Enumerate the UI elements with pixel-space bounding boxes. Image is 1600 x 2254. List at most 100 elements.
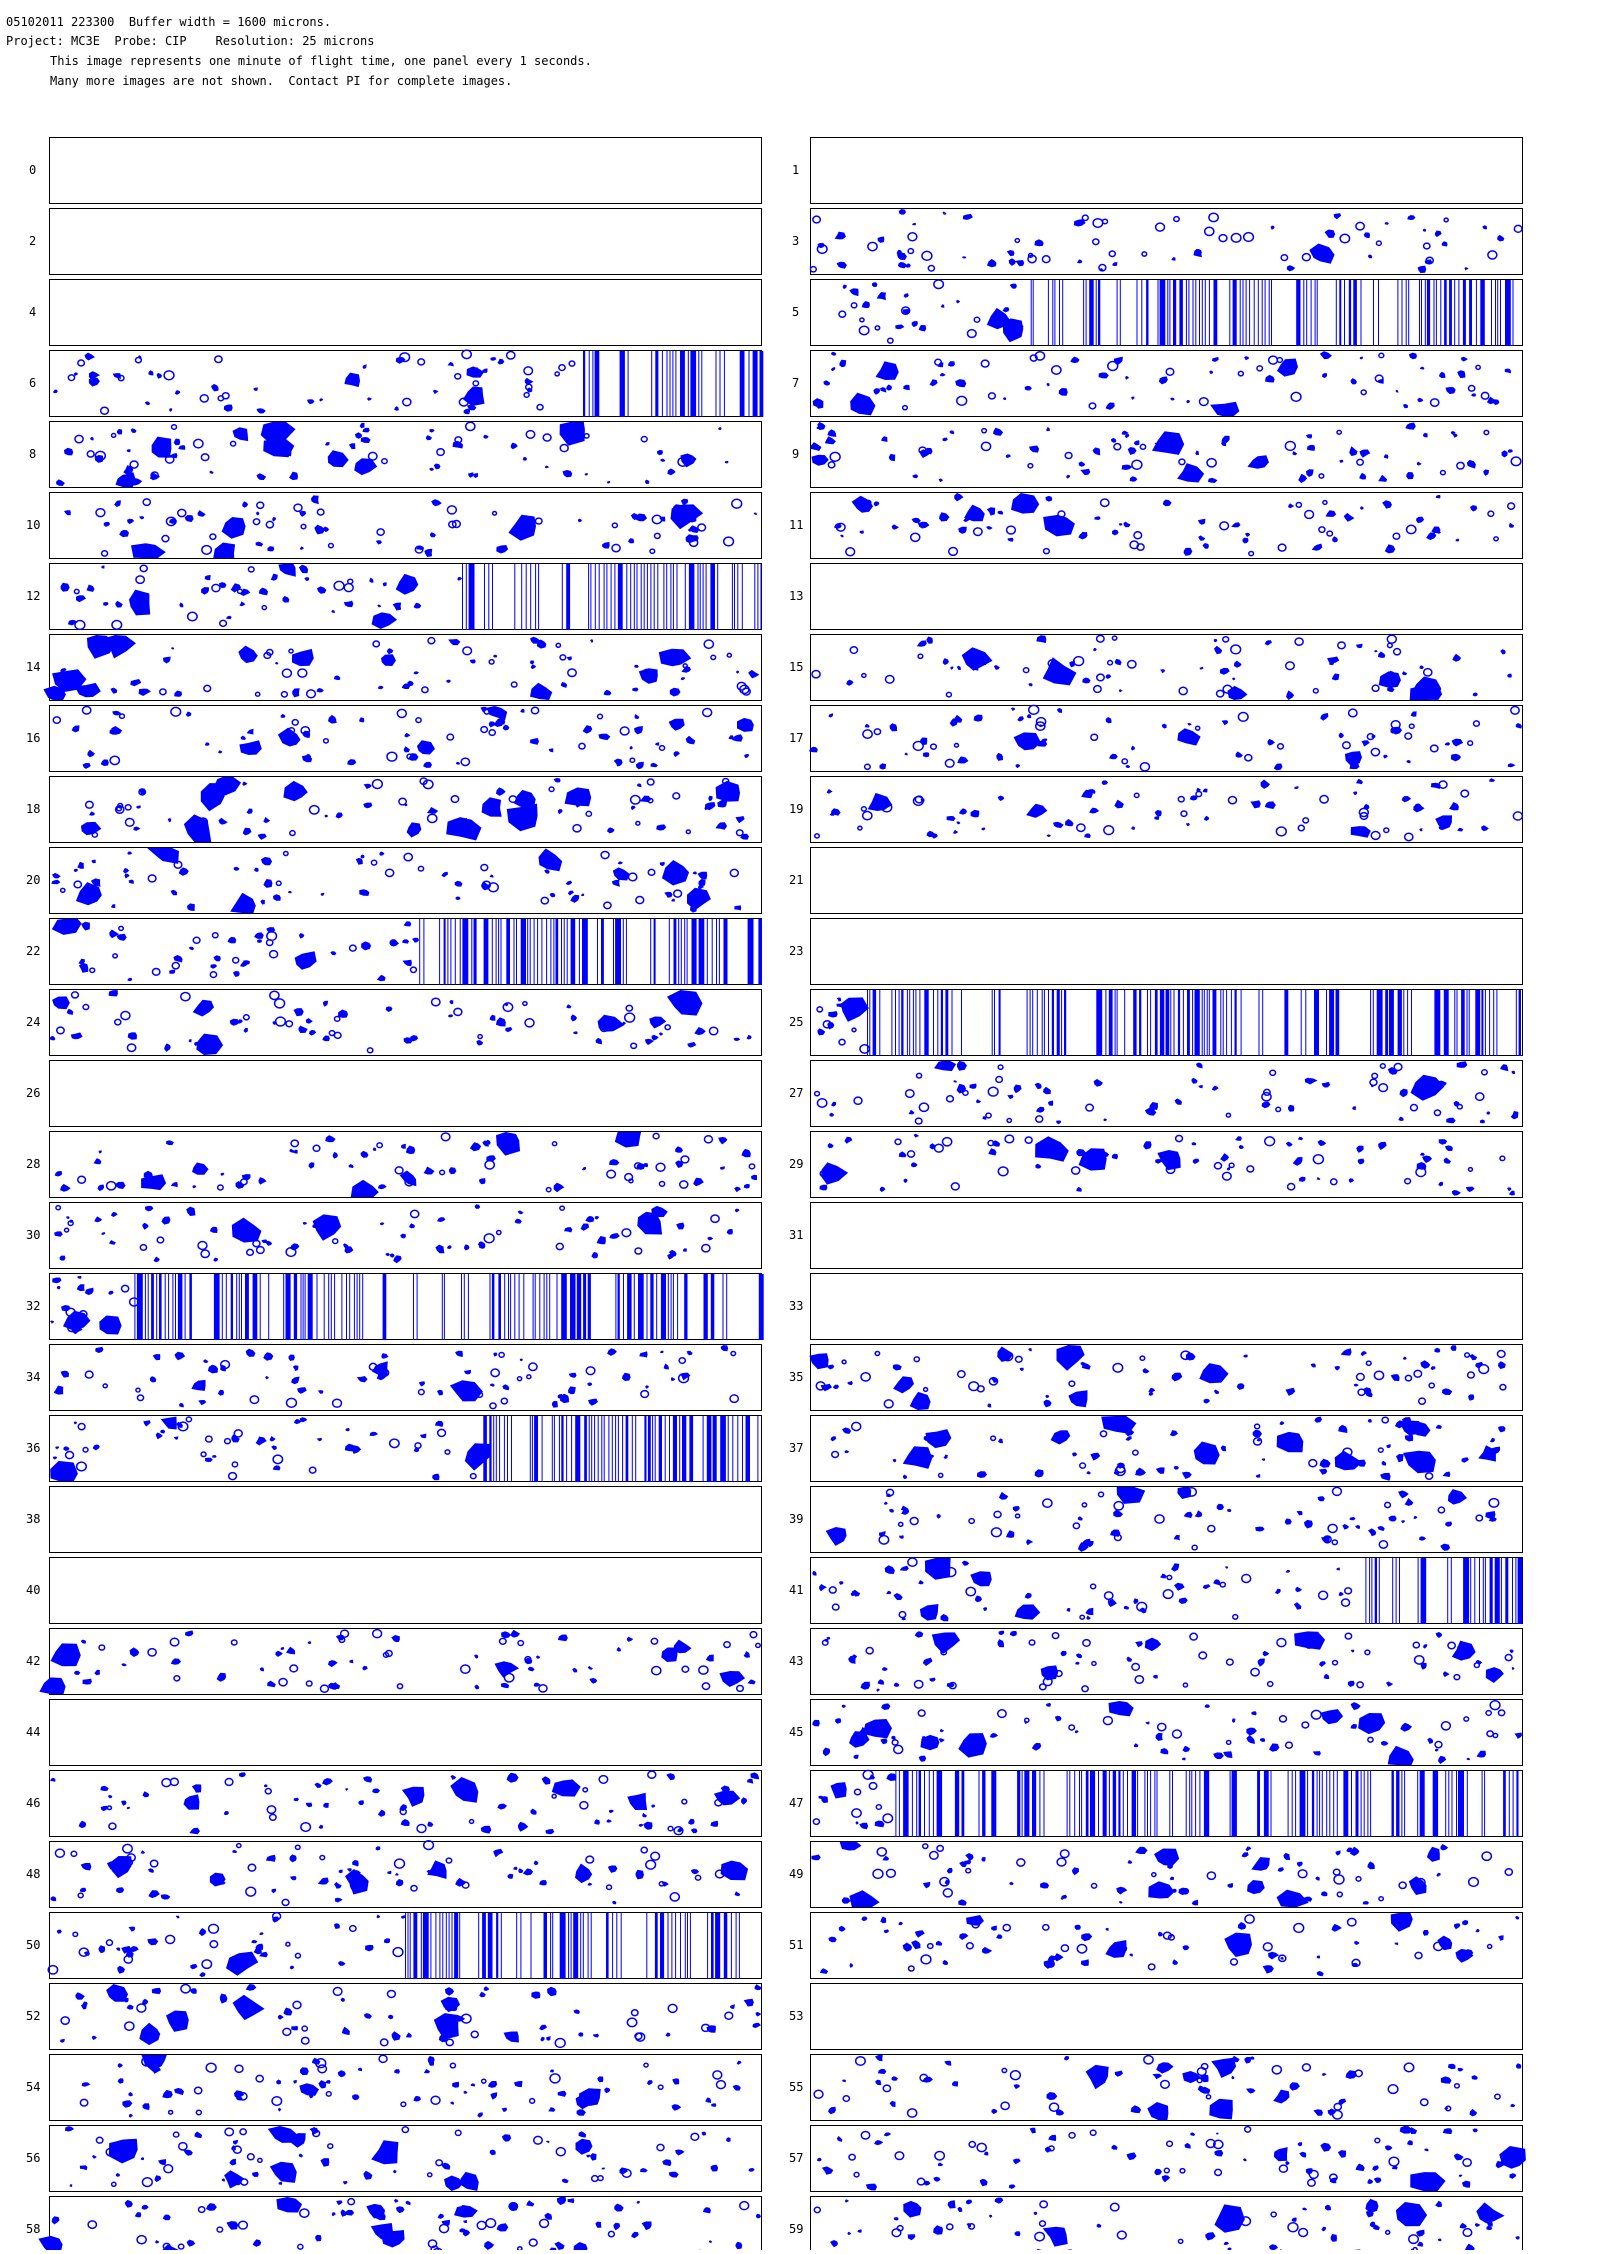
particle-rings <box>819 1134 1506 1191</box>
particle-rings <box>821 1632 1513 1693</box>
particle-rings <box>67 349 576 415</box>
streak-artefact <box>583 351 764 417</box>
panel-frame <box>49 208 762 275</box>
particle-rings <box>52 705 713 767</box>
particle-rings <box>828 1557 1353 1620</box>
panel-label: 48 <box>26 1867 40 1881</box>
panel-frame <box>810 1983 1523 2050</box>
panel-label: 10 <box>26 518 40 532</box>
panel-frame <box>49 2125 762 2192</box>
streak-artefact <box>1365 1558 1523 1624</box>
panel-label: 11 <box>789 518 803 532</box>
particle-images <box>50 1772 760 1835</box>
particle-images <box>829 1061 1519 1125</box>
particle-rings <box>878 1486 1500 1551</box>
panel-label: 22 <box>26 944 40 958</box>
particle-images <box>38 2197 761 2254</box>
panel-label: 39 <box>789 1512 803 1526</box>
panel-label: 46 <box>26 1796 40 1810</box>
particle-images <box>819 1913 1520 1977</box>
panel-label: 28 <box>26 1157 40 1171</box>
panel-label: 4 <box>29 305 36 319</box>
panel-frame <box>49 1628 762 1695</box>
particle-rings <box>827 427 1522 479</box>
panel-label: 24 <box>26 1015 40 1029</box>
particle-rings <box>813 2200 1473 2254</box>
particle-rings <box>89 925 418 979</box>
particle-rings <box>79 2054 727 2116</box>
particle-rings <box>84 1350 740 1410</box>
header-line: This image represents one minute of flig… <box>50 54 592 68</box>
panel-frame <box>49 1060 762 1127</box>
panel-label: 17 <box>789 731 803 745</box>
particle-rings <box>47 1911 404 1975</box>
particle-images <box>812 1558 1344 1622</box>
panel-label: 35 <box>789 1370 803 1384</box>
panel-label: 31 <box>789 1228 803 1242</box>
panel-frame <box>810 634 1523 701</box>
panel-label: 15 <box>789 660 803 674</box>
panel-label: 5 <box>792 305 799 319</box>
particle-images <box>39 1629 756 1694</box>
panel-label: 56 <box>26 2151 40 2165</box>
panel-label: 53 <box>789 2009 803 2023</box>
panel-label: 21 <box>789 873 803 887</box>
particle-rings <box>838 279 981 344</box>
panel-label: 51 <box>789 1938 803 1952</box>
panel-label: 44 <box>26 1725 40 1739</box>
particle-images <box>819 1133 1515 1196</box>
particle-rings <box>862 704 1520 772</box>
panel-frame <box>810 137 1523 204</box>
panel-label: 50 <box>26 1938 40 1952</box>
panel-label: 3 <box>792 234 799 248</box>
panel-frame <box>810 208 1523 275</box>
particle-images <box>817 209 1505 274</box>
panel-frame <box>49 1486 762 1553</box>
panel-frame <box>49 137 762 204</box>
panel-label: 43 <box>789 1654 803 1668</box>
panel-label: 55 <box>789 2080 803 2094</box>
particle-images <box>56 1914 407 1978</box>
panel-frame <box>810 1770 1523 1837</box>
panel-label: 40 <box>26 1583 40 1597</box>
particle-rings <box>815 1349 1507 1409</box>
panel-frame <box>49 2054 762 2121</box>
particle-rings <box>95 498 743 557</box>
panel-label: 2 <box>29 234 36 248</box>
panel-frame <box>49 847 762 914</box>
panel-label: 27 <box>789 1086 803 1100</box>
panel-label: 12 <box>26 589 40 603</box>
particle-images <box>816 2126 1526 2191</box>
header-line: 05102011 223300 Buffer width = 1600 micr… <box>6 15 331 29</box>
panel-frame <box>810 847 1523 914</box>
panel-label: 32 <box>26 1299 40 1313</box>
particle-rings <box>106 1770 723 1836</box>
particle-rings <box>59 850 740 910</box>
particle-rings <box>74 421 689 480</box>
header-line: Many more images are not shown. Contact … <box>50 74 512 88</box>
particle-images <box>43 635 760 700</box>
particle-rings <box>901 350 1490 411</box>
panel-label: 30 <box>26 1228 40 1242</box>
particle-rings <box>891 1700 1506 1755</box>
streak-artefact <box>462 564 762 630</box>
particle-rings <box>84 777 744 838</box>
particle-rings <box>809 212 1523 273</box>
panel-frame <box>810 279 1523 346</box>
particle-rings <box>159 636 751 699</box>
panel-label: 1 <box>792 163 799 177</box>
panel-label: 9 <box>792 447 799 461</box>
panel-label: 20 <box>26 873 40 887</box>
panel-frame <box>49 2196 762 2254</box>
panel-label: 18 <box>26 802 40 816</box>
particle-rings <box>816 1005 871 1054</box>
streak-artefact <box>483 1416 759 1482</box>
panel-label: 37 <box>789 1441 803 1455</box>
particle-images <box>60 564 463 629</box>
panel-label: 23 <box>789 944 803 958</box>
particle-images <box>81 2055 742 2118</box>
particle-images <box>51 919 420 982</box>
particle-images <box>811 1842 1449 1907</box>
panel-frame <box>810 918 1523 985</box>
panel-frame <box>810 563 1523 630</box>
